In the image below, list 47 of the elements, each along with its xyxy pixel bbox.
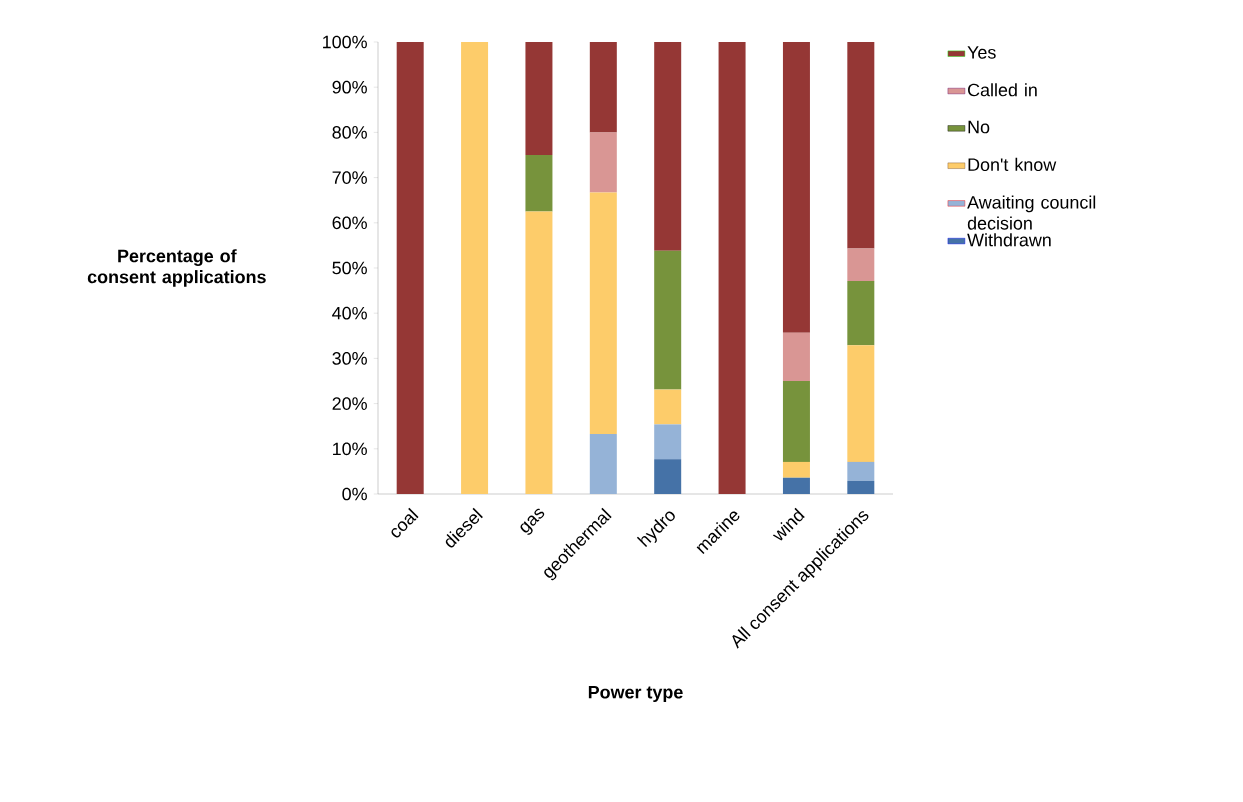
y-tick-label: 50% (332, 261, 367, 275)
bar (847, 480, 875, 494)
bar (525, 41, 553, 155)
bar (847, 248, 875, 282)
y-tick-label: 0% (342, 487, 367, 501)
bar (654, 389, 682, 425)
bar (847, 345, 875, 462)
y-tick-label: 100% (323, 35, 367, 49)
bar (589, 192, 617, 434)
y-tick-label: 70% (332, 171, 367, 184)
bar (654, 250, 682, 390)
y-axis-title: Percentage of consent applications (87, 249, 266, 287)
bar (847, 461, 875, 481)
legend-label: Don't know (968, 157, 1057, 172)
y-tick-label: 90% (332, 80, 367, 94)
bar (782, 332, 810, 381)
bar (782, 381, 810, 462)
x-tick-label: coal (391, 507, 419, 538)
bar (654, 424, 682, 460)
y-tick-label: 60% (332, 216, 367, 230)
bar (847, 41, 875, 249)
bar (654, 459, 682, 494)
bar (525, 155, 553, 212)
legend-label: No (968, 120, 990, 134)
bar (589, 132, 617, 193)
x-axis-title: Power type (588, 685, 683, 703)
legend-label: Called in (968, 83, 1037, 97)
bar (782, 477, 810, 494)
bar (589, 41, 617, 133)
bar (782, 461, 810, 478)
legend-label: Withdrawn (967, 233, 1051, 247)
bar (847, 281, 875, 346)
bar (396, 41, 424, 494)
bar (654, 41, 682, 251)
bar (782, 41, 810, 333)
bar (525, 211, 553, 494)
bar (589, 433, 617, 494)
y-tick-label: 40% (332, 306, 367, 320)
y-tick-label: 80% (332, 126, 367, 139)
y-tick-label: 10% (333, 442, 367, 456)
x-tick-label: gas (520, 508, 545, 535)
bar (718, 41, 746, 494)
y-tick-label: 20% (332, 397, 367, 410)
legend-label: Awaiting council decision (967, 195, 1096, 230)
bar (461, 41, 489, 494)
legend-label: Yes (967, 46, 996, 59)
y-tick-label: 30% (332, 352, 367, 365)
